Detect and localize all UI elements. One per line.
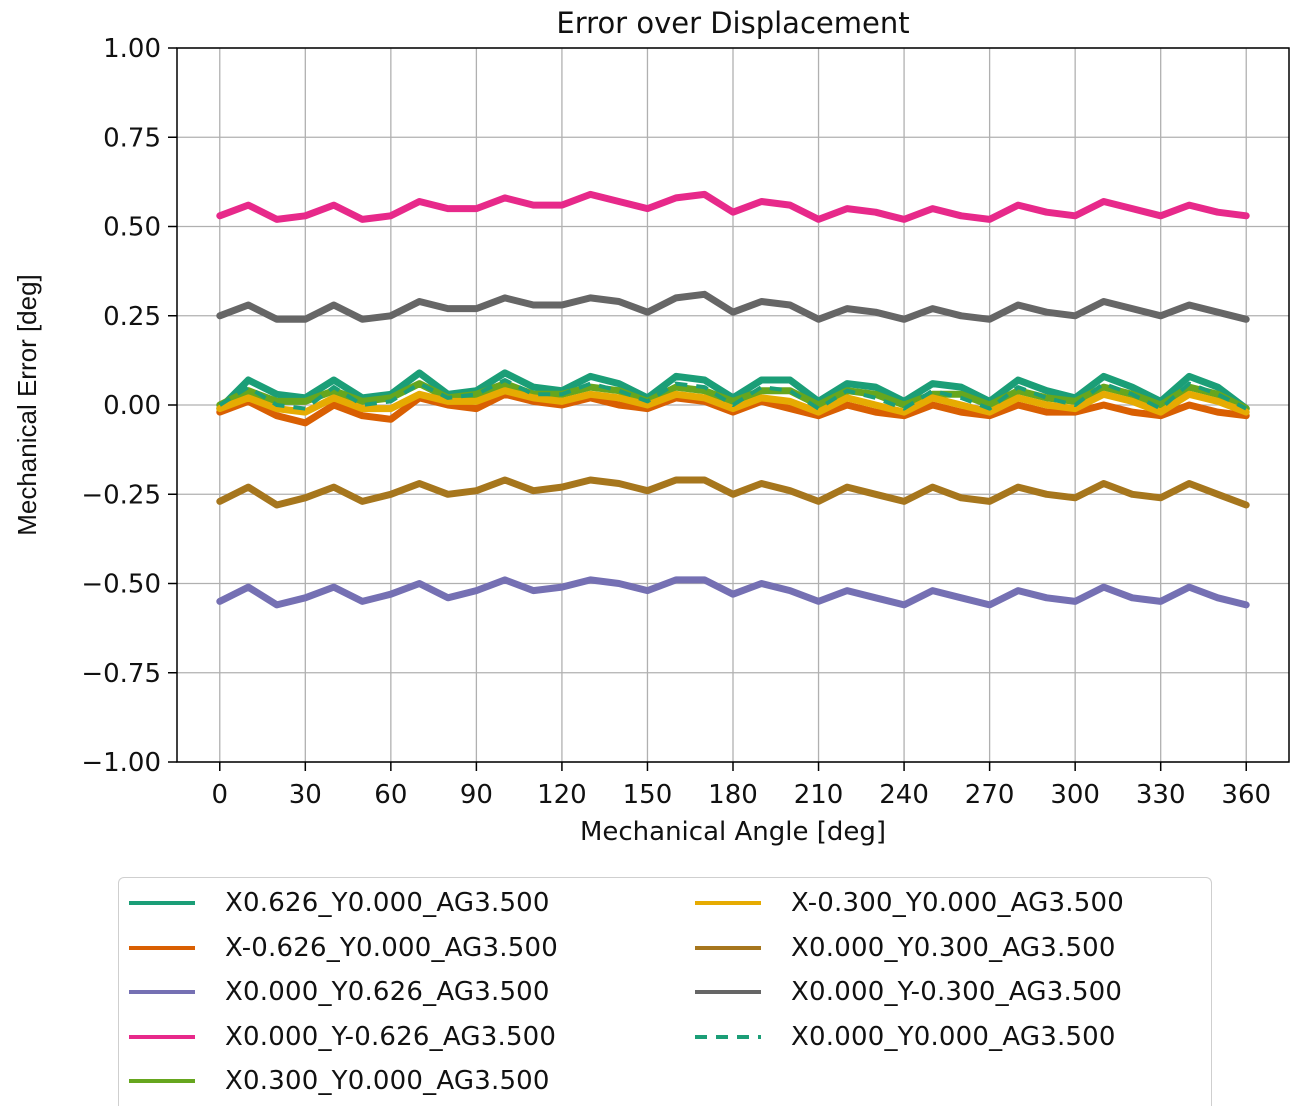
x-tick-label: 150 [623, 780, 673, 810]
y-tick-label: 0.50 [103, 213, 161, 243]
y-tick-label: −0.50 [81, 570, 161, 600]
y-tick-label: −1.00 [81, 748, 161, 778]
series-line-5 [216, 380, 1250, 413]
y-tick-label: 0.25 [103, 302, 161, 332]
legend-label: X0.300_Y0.000_AG3.500 [225, 1066, 550, 1096]
y-axis-label: Mechanical Error [deg] [12, 274, 42, 536]
legend-item: X0.300_Y0.000_AG3.500 [127, 1061, 550, 1101]
x-tick-label: 30 [289, 780, 322, 810]
chart-canvas: Error over Displacement 0 30 60 90 120 150 180… [12, 6, 1290, 847]
x-tick-label: 270 [965, 780, 1015, 810]
x-tick-label: 60 [374, 780, 407, 810]
legend-label: X0.000_Y-0.300_AG3.500 [791, 977, 1123, 1007]
x-tick-label: 300 [1050, 780, 1100, 810]
legend-label: X0.000_Y-0.626_AG3.500 [225, 1021, 557, 1052]
series-line-3 [216, 576, 1250, 609]
x-tick-label: 0 [211, 780, 228, 810]
y-tick-label: 0.00 [103, 391, 161, 421]
series-line-6 [216, 387, 1250, 416]
legend-item: X0.626_Y0.000_AG3.500 [127, 883, 550, 923]
legend-label: X0.626_Y0.000_AG3.500 [225, 888, 550, 918]
x-tick-label: 240 [879, 780, 929, 810]
legend-item: X-0.300_Y0.000_AG3.500 [693, 883, 1124, 923]
legend-item: X0.000_Y0.626_AG3.500 [127, 972, 550, 1012]
legend-swatch [129, 901, 195, 905]
legend-label: X0.000_Y0.300_AG3.500 [791, 932, 1116, 963]
x-tick-label: 180 [708, 780, 758, 810]
x-axis-label: Mechanical Angle [deg] [580, 817, 886, 847]
series-lines [216, 190, 1250, 609]
legend-item: X0.000_Y-0.626_AG3.500 [127, 1017, 556, 1057]
legend-label: X-0.300_Y0.000_AG3.500 [791, 888, 1124, 918]
x-axis-ticks: 0 30 60 90 120 150 180 210 240 270 300 330 360 [211, 762, 1271, 810]
series-line-4 [216, 190, 1250, 223]
x-tick-label: 120 [537, 780, 587, 810]
legend-label: X-0.626_Y0.000_AG3.500 [225, 932, 558, 963]
x-tick-label: 360 [1221, 780, 1271, 810]
legend-swatch [695, 901, 761, 905]
y-tick-label: −0.75 [81, 659, 161, 689]
legend-swatch [129, 1079, 195, 1083]
x-tick-label: 210 [794, 780, 844, 810]
legend: X0.626_Y0.000_AG3.500 X-0.626_Y0.000_AG3.… [118, 877, 1212, 1106]
x-tick-label: 90 [460, 780, 493, 810]
legend-item: X-0.626_Y0.000_AG3.500 [127, 928, 558, 968]
legend-swatch [695, 945, 761, 950]
legend-item: X0.000_Y0.300_AG3.500 [693, 928, 1116, 968]
series-line-7 [216, 476, 1250, 509]
y-tick-label: −0.25 [81, 480, 161, 510]
y-tick-label: 1.00 [103, 34, 161, 64]
legend-swatch [695, 1034, 761, 1039]
series-line-9 [218, 378, 1248, 411]
x-tick-label: 330 [1136, 780, 1186, 810]
series-line-8 [216, 290, 1250, 323]
legend-swatch [129, 1034, 195, 1039]
chart-title: Error over Displacement [556, 6, 909, 40]
legend-item: X0.000_Y-0.300_AG3.500 [693, 972, 1122, 1012]
y-axis-ticks: 1.00 0.75 0.50 0.25 0.00 −0.25 −0.50 −0.75 −1.00 [81, 34, 177, 778]
legend-swatch [129, 990, 195, 994]
legend-label: X0.000_Y0.626_AG3.500 [225, 977, 550, 1007]
legend-swatch [695, 990, 761, 994]
legend-item: X0.000_Y0.000_AG3.500 [693, 1017, 1116, 1057]
legend-swatch [129, 945, 195, 950]
legend-label: X0.000_Y0.000_AG3.500 [791, 1021, 1116, 1052]
y-tick-label: 0.75 [103, 123, 161, 153]
